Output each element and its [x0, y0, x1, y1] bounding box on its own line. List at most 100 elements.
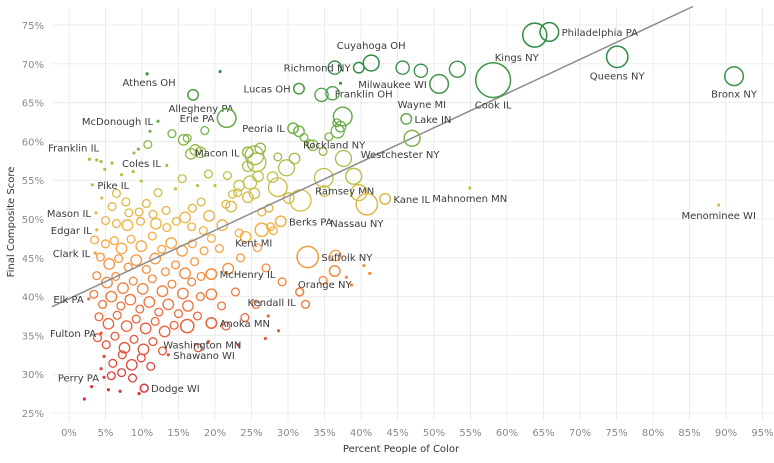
labeled-point[interactable]: [99, 331, 103, 335]
data-point[interactable]: [222, 170, 232, 181]
data-point[interactable]: [306, 139, 319, 152]
data-point[interactable]: [153, 188, 163, 198]
data-point[interactable]: [157, 244, 167, 254]
labeled-point[interactable]: [474, 61, 512, 99]
data-point[interactable]: [334, 149, 353, 168]
labeled-point[interactable]: [205, 268, 218, 281]
data-point[interactable]: [171, 260, 181, 270]
data-point[interactable]: [162, 298, 175, 311]
data-point[interactable]: [329, 249, 342, 262]
data-point[interactable]: [196, 271, 206, 281]
data-point[interactable]: [199, 246, 209, 256]
data-point[interactable]: [124, 208, 134, 218]
data-point[interactable]: [206, 340, 211, 344]
labeled-point[interactable]: [355, 192, 379, 216]
data-point[interactable]: [148, 209, 158, 219]
data-point[interactable]: [193, 343, 203, 353]
data-point[interactable]: [268, 226, 278, 236]
labeled-point[interactable]: [429, 73, 450, 95]
data-point[interactable]: [90, 385, 94, 389]
data-point[interactable]: [324, 132, 334, 142]
data-point[interactable]: [187, 222, 197, 232]
labeled-point[interactable]: [345, 167, 363, 186]
data-point[interactable]: [118, 341, 131, 354]
data-point[interactable]: [236, 253, 246, 263]
data-point[interactable]: [395, 60, 410, 75]
data-point[interactable]: [117, 350, 127, 360]
data-point[interactable]: [87, 157, 92, 161]
data-point[interactable]: [108, 358, 118, 368]
data-point[interactable]: [118, 389, 122, 393]
labeled-point[interactable]: [362, 54, 380, 72]
data-point[interactable]: [196, 197, 206, 207]
labeled-point[interactable]: [403, 129, 421, 147]
data-point[interactable]: [119, 173, 124, 177]
data-point[interactable]: [267, 177, 288, 198]
data-point[interactable]: [146, 361, 156, 371]
data-point[interactable]: [318, 185, 331, 197]
data-point[interactable]: [110, 331, 120, 341]
data-point[interactable]: [173, 187, 178, 191]
data-point[interactable]: [252, 243, 262, 253]
data-point[interactable]: [314, 87, 329, 103]
data-point[interactable]: [148, 337, 158, 347]
data-point[interactable]: [236, 343, 240, 347]
data-point[interactable]: [147, 231, 157, 241]
labeled-point[interactable]: [332, 106, 353, 127]
data-point[interactable]: [192, 311, 203, 321]
labeled-point[interactable]: [145, 72, 149, 76]
data-point[interactable]: [413, 63, 429, 79]
data-point[interactable]: [173, 309, 184, 319]
data-point[interactable]: [100, 239, 111, 249]
data-point[interactable]: [203, 209, 216, 222]
data-point[interactable]: [141, 198, 151, 209]
data-point[interactable]: [103, 167, 107, 171]
data-point[interactable]: [241, 160, 254, 173]
data-point[interactable]: [130, 254, 143, 267]
data-point[interactable]: [240, 313, 250, 323]
data-point[interactable]: [167, 279, 177, 289]
data-point[interactable]: [230, 287, 240, 297]
labeled-point[interactable]: [379, 192, 392, 205]
data-point[interactable]: [263, 336, 267, 341]
data-point[interactable]: [246, 152, 267, 173]
data-point[interactable]: [241, 191, 254, 204]
data-point[interactable]: [176, 287, 189, 300]
data-point[interactable]: [233, 188, 243, 198]
data-point[interactable]: [276, 329, 281, 333]
data-point[interactable]: [248, 187, 261, 200]
labeled-point[interactable]: [254, 222, 270, 238]
data-point[interactable]: [187, 239, 197, 249]
data-point[interactable]: [139, 179, 143, 183]
labeled-point[interactable]: [296, 245, 320, 269]
data-point[interactable]: [100, 196, 104, 200]
labeled-point[interactable]: [93, 251, 97, 255]
data-point[interactable]: [222, 262, 235, 275]
data-point[interactable]: [185, 147, 197, 160]
data-point[interactable]: [128, 276, 138, 286]
data-point[interactable]: [124, 293, 137, 306]
data-point[interactable]: [214, 243, 224, 254]
data-point[interactable]: [154, 307, 164, 317]
data-point[interactable]: [368, 271, 372, 275]
data-point[interactable]: [206, 233, 216, 243]
data-point[interactable]: [277, 159, 296, 177]
data-point[interactable]: [165, 163, 169, 168]
labeled-point[interactable]: [605, 45, 629, 69]
data-point[interactable]: [182, 300, 194, 312]
data-point[interactable]: [109, 236, 119, 246]
data-point[interactable]: [135, 240, 148, 253]
data-point[interactable]: [92, 271, 102, 281]
data-point[interactable]: [187, 203, 197, 213]
data-point[interactable]: [332, 118, 342, 128]
data-point[interactable]: [117, 368, 127, 378]
data-point[interactable]: [362, 263, 366, 268]
data-point[interactable]: [217, 301, 227, 311]
data-point[interactable]: [112, 310, 122, 320]
labeled-point[interactable]: [292, 82, 305, 95]
data-point[interactable]: [225, 200, 237, 213]
data-point[interactable]: [110, 161, 114, 165]
data-point[interactable]: [195, 184, 200, 188]
data-point[interactable]: [187, 277, 197, 287]
data-point[interactable]: [126, 234, 136, 244]
